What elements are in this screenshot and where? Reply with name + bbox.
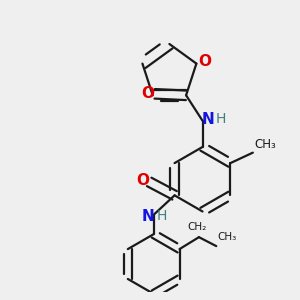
Text: O: O <box>136 173 149 188</box>
Text: H: H <box>157 209 167 223</box>
Text: H: H <box>216 112 226 126</box>
Text: CH₃: CH₃ <box>218 232 237 242</box>
Text: N: N <box>141 209 154 224</box>
Text: O: O <box>142 86 155 101</box>
Text: CH₃: CH₃ <box>254 138 276 151</box>
Text: N: N <box>202 112 215 127</box>
Text: CH₂: CH₂ <box>188 222 207 232</box>
Text: O: O <box>198 54 211 69</box>
